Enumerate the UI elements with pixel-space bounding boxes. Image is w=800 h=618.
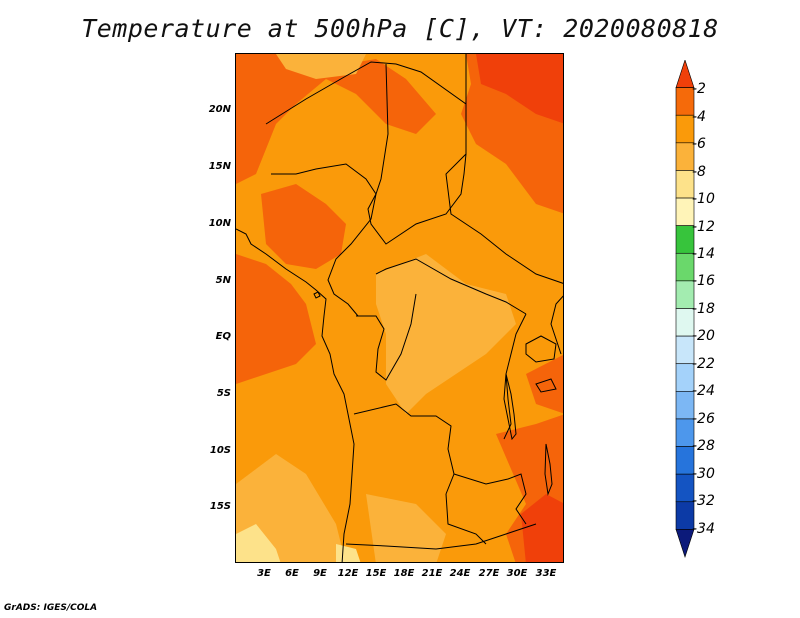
field-cool-central bbox=[376, 254, 516, 414]
colorbar-arrow-bottom bbox=[675, 529, 695, 558]
lat-label-10n: 10N bbox=[208, 218, 231, 229]
lon-label-27e: 27E bbox=[478, 568, 500, 579]
lake-tanganyika bbox=[503, 373, 517, 441]
colorbar-label-m12: -12 bbox=[692, 219, 715, 235]
border-north-1 bbox=[265, 61, 467, 125]
colorbar-label-m14: -14 bbox=[692, 246, 715, 262]
lon-label-9e: 9E bbox=[313, 568, 327, 579]
border-car-drc bbox=[375, 258, 527, 315]
temperature-map bbox=[236, 54, 563, 562]
colorbar-label-m28: -28 bbox=[692, 438, 715, 454]
border-angola-zambia bbox=[445, 493, 487, 545]
lon-label-3e: 3E bbox=[257, 568, 271, 579]
field-warm-west-coast bbox=[236, 254, 316, 384]
lat-label-eq: EQ bbox=[215, 331, 231, 342]
colorbar-label-m24: -24 bbox=[692, 383, 715, 399]
lat-label-15s: 15S bbox=[209, 501, 231, 512]
border-chad-car bbox=[367, 63, 467, 245]
lake-victoria bbox=[525, 335, 557, 363]
lat-label-10s: 10S bbox=[209, 445, 231, 456]
field-warm-east-mid bbox=[526, 355, 563, 414]
colorbar-label-m4: -4 bbox=[692, 109, 706, 125]
colorbar bbox=[675, 60, 695, 558]
border-zambia bbox=[453, 473, 527, 525]
border-angola-drc bbox=[353, 403, 455, 495]
colorbar-label-m6: -6 bbox=[692, 136, 706, 152]
lat-label-20n: 20N bbox=[208, 104, 231, 115]
colorbar-label-m2: -2 bbox=[692, 81, 706, 97]
lon-label-24e: 24E bbox=[449, 568, 471, 579]
field-warmest-northeast bbox=[476, 54, 563, 124]
colorbar-label-m16: -16 bbox=[692, 273, 715, 289]
lat-label-5s: 5S bbox=[216, 388, 231, 399]
island-bioko bbox=[313, 291, 321, 299]
colorbar-label-m22: -22 bbox=[692, 356, 715, 372]
coastline-west bbox=[236, 228, 355, 562]
field-warm-north-west bbox=[236, 54, 436, 184]
border-south bbox=[345, 523, 537, 550]
colorbar-label-m32: -32 bbox=[692, 493, 715, 509]
colorbar-label-m26: -26 bbox=[692, 411, 715, 427]
colorbar-label-m30: -30 bbox=[692, 466, 715, 482]
border-congo bbox=[356, 293, 417, 381]
lon-label-30e: 30E bbox=[506, 568, 528, 579]
colorbar-label-m8: -8 bbox=[692, 164, 706, 180]
lake-east-mid bbox=[535, 378, 557, 393]
colorbar-label-m10: -10 bbox=[692, 191, 715, 207]
colorbar-label-m34: -34 bbox=[692, 521, 715, 537]
lon-label-33e: 33E bbox=[535, 568, 557, 579]
field-warm-nigeria bbox=[261, 184, 346, 269]
field-warmest-southeast bbox=[521, 494, 563, 562]
border-niger-nigeria bbox=[271, 163, 377, 195]
credit-text: GrADS: IGES/COLA bbox=[4, 603, 98, 613]
lake-malawi bbox=[544, 443, 553, 496]
colorbar-label-m20: -20 bbox=[692, 328, 715, 344]
colorbar-label-m18: -18 bbox=[692, 301, 715, 317]
lat-label-5n: 5N bbox=[215, 275, 231, 286]
border-cameroon bbox=[327, 193, 377, 317]
lon-label-12e: 12E bbox=[337, 568, 359, 579]
field-cool-south bbox=[366, 494, 446, 562]
lon-label-18e: 18E bbox=[393, 568, 415, 579]
lon-label-21e: 21E bbox=[421, 568, 443, 579]
lat-label-15n: 15N bbox=[208, 161, 231, 172]
map-frame bbox=[235, 53, 564, 563]
border-sudan bbox=[445, 54, 563, 284]
chart-title: Temperature at 500hPa [C], VT: 202008081… bbox=[81, 14, 719, 43]
lon-label-6e: 6E bbox=[285, 568, 299, 579]
coast-east bbox=[550, 295, 563, 355]
field-cool-north bbox=[276, 54, 366, 79]
field-coolest-southwest bbox=[236, 524, 281, 562]
lon-label-15e: 15E bbox=[365, 568, 387, 579]
country-borders bbox=[236, 54, 563, 562]
